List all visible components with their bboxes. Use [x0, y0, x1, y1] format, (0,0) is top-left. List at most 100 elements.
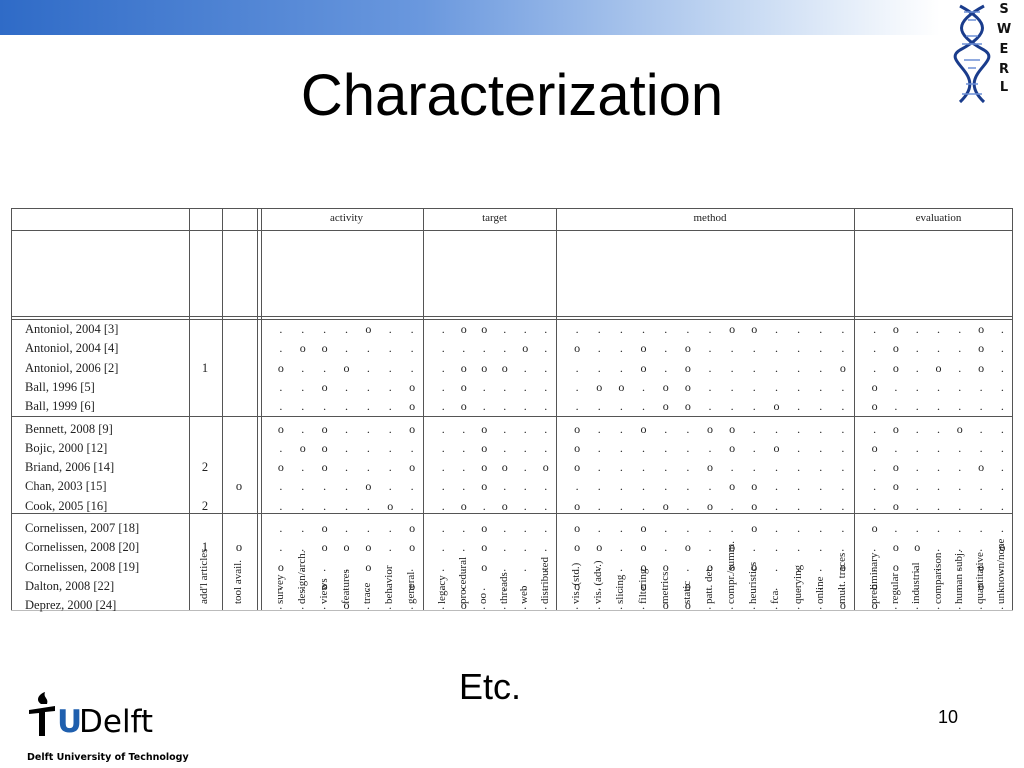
table-cell: o — [871, 578, 878, 593]
table-cell: . — [752, 421, 756, 436]
table-cell: . — [301, 479, 305, 494]
table-cell: . — [937, 498, 940, 513]
table-cell: . — [1000, 341, 1004, 356]
table-cell: o — [978, 578, 985, 593]
table-cell: . — [345, 399, 348, 414]
table-cell: . — [819, 598, 823, 613]
table-cell: o — [729, 540, 736, 555]
table-cell: . — [544, 578, 548, 593]
table-cell: o — [321, 521, 328, 535]
table-cell: . — [462, 521, 466, 535]
table-cell: o — [277, 360, 284, 375]
table-rule-v — [257, 208, 258, 610]
table-cell: . — [752, 360, 756, 375]
table-cell: . — [915, 521, 919, 535]
table-cell: . — [979, 379, 983, 394]
table-cell: . — [915, 460, 919, 475]
table-cell: . — [544, 559, 548, 574]
table-cell: o — [460, 360, 467, 375]
table-cell: . — [797, 399, 801, 414]
table-cell: o — [321, 460, 328, 475]
table-cell: o — [729, 440, 736, 455]
table-cell: . — [752, 540, 756, 555]
table-rule-v — [1012, 208, 1013, 610]
table-cell: . — [894, 440, 898, 455]
table-cell: . — [664, 440, 668, 455]
table-cell: . — [774, 460, 778, 475]
table-cell: . — [664, 521, 668, 535]
table-cell: . — [301, 498, 305, 513]
table-rule-h — [11, 319, 1013, 320]
swerl-letter-s: S — [999, 2, 1009, 17]
table-cell: . — [345, 521, 348, 535]
table-cell: . — [979, 521, 983, 535]
table-cell: o — [684, 399, 691, 414]
table-cell: . — [797, 421, 801, 436]
row-reference: Cornelissen, 2008 [20] — [25, 540, 140, 555]
table-cell: o — [321, 540, 328, 555]
table-row: Ball, 1996 [5].. o... o. o..... o o. o o.......… — [11, 379, 1013, 399]
table-cell: . — [979, 540, 983, 555]
table-cell: . — [642, 399, 646, 414]
table-cell: o — [501, 460, 508, 475]
table-cell: o — [751, 479, 758, 494]
table-cell: o — [299, 341, 306, 356]
etc-text: Etc. — [458, 666, 521, 707]
table-cell: o — [773, 399, 780, 414]
table-cell: . — [619, 559, 623, 574]
table-rule-v — [11, 208, 12, 610]
table-cell: o — [729, 421, 736, 436]
table-cell: . — [441, 322, 445, 336]
table-cell: . — [301, 598, 305, 613]
table-cell: . — [544, 498, 548, 513]
flame-icon — [29, 692, 55, 736]
table-cell: . — [819, 360, 823, 375]
table-cell: . — [366, 460, 370, 475]
table-cell: . — [441, 559, 445, 574]
table-row: Deprez, 2000 [24]... o.... o........ o o....… — [11, 597, 1013, 617]
table-cell: . — [619, 360, 623, 375]
table-cell: . — [279, 578, 283, 593]
table-cell: . — [441, 440, 445, 455]
row-reference: Deprez, 2000 [24] — [25, 598, 117, 613]
table-rule-h — [11, 208, 1013, 209]
table-cell: o — [839, 559, 846, 574]
table-cell: . — [774, 598, 778, 613]
table-cell: . — [708, 341, 712, 356]
table-cell: . — [894, 578, 898, 593]
table-cell: . — [819, 322, 823, 336]
table-cell: . — [301, 578, 305, 593]
table-cell: . — [279, 540, 283, 555]
table-cell: o — [574, 421, 581, 436]
table-cell: . — [819, 341, 823, 356]
table-cell: . — [708, 360, 712, 375]
table-cell: o — [839, 598, 846, 613]
table-cell: o — [684, 540, 691, 555]
table-cell: . — [708, 440, 712, 455]
table-row: Bennett, 2008 [9] o. o... o.. o... o.. o.. o o..… — [11, 421, 1013, 441]
row-reference: Dalton, 2008 [22] — [25, 578, 115, 593]
table-cell: . — [873, 421, 877, 436]
table-cell: . — [873, 360, 877, 375]
table-cell: . — [410, 360, 414, 375]
table-cell: . — [730, 341, 734, 356]
table-cell: . — [410, 341, 414, 356]
table-row: Cornelissen, 2008 [19] o... o.... o...... o o… — [11, 559, 1013, 579]
table-cell: . — [503, 440, 507, 455]
table-cell: . — [441, 399, 445, 414]
row-reference: Cook, 2005 [16] — [25, 498, 108, 513]
table-cell: . — [708, 598, 712, 613]
table-cell: . — [1000, 598, 1004, 613]
table-cell: . — [664, 341, 668, 356]
row-reference: Bojic, 2000 [12] — [25, 440, 108, 455]
table-cell: . — [937, 440, 940, 455]
table-cell: . — [301, 460, 305, 475]
table-cell: o — [662, 498, 669, 513]
table-cell: o — [978, 322, 985, 336]
table-cell: o — [729, 559, 736, 574]
table-cell: o — [871, 521, 878, 535]
table-rule-h — [11, 416, 1013, 417]
table-cell: o — [892, 360, 899, 375]
table-rule-h — [11, 230, 1013, 231]
table-cell: . — [388, 360, 392, 375]
